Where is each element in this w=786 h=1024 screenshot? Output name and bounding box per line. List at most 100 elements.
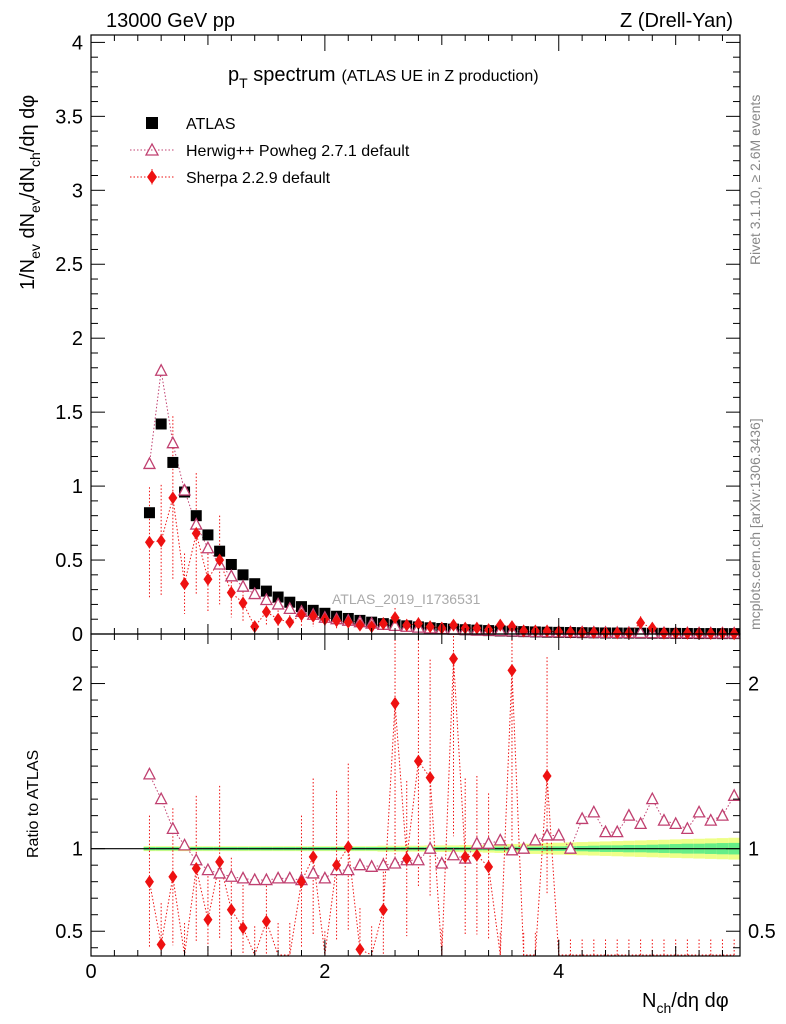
atlas-point	[202, 529, 214, 541]
legend-label-atlas: ATLAS	[186, 116, 236, 133]
sherpa-point	[191, 526, 201, 540]
herwig-point	[248, 586, 262, 600]
y-tick-label-main: 0.5	[55, 550, 83, 572]
sherpa-point	[203, 572, 213, 586]
legend: ATLAS Herwig++ Powheg 2.7.1 default Sher…	[130, 116, 410, 187]
herwig-ratio-point	[201, 862, 215, 876]
herwig-ratio-point	[236, 870, 250, 884]
sherpa-point	[215, 553, 225, 567]
sherpa-point	[285, 615, 295, 629]
herwig-ratio-point	[271, 870, 285, 884]
sherpa-ratio-point	[296, 875, 306, 889]
sherpa-point	[425, 620, 435, 634]
atlas-point	[167, 456, 179, 468]
atlas-point	[225, 558, 237, 570]
herwig-ratio-point	[213, 866, 227, 879]
sherpa-point	[144, 535, 154, 549]
herwig-ratio-point	[435, 856, 449, 869]
herwig-ratio-point	[224, 869, 238, 882]
sherpa-point	[308, 609, 318, 623]
herwig-ratio-point	[634, 816, 648, 830]
plot-title: pT spectrum (ATLAS UE in Z production)	[228, 64, 539, 91]
herwig-ratio-point	[365, 859, 379, 872]
sherpa-point	[472, 621, 482, 635]
legend-marker-herwig	[144, 142, 160, 156]
axis-ticks	[90, 35, 740, 956]
y-tick-label-ratio: 2	[72, 674, 83, 696]
sherpa-ratio-point	[168, 870, 178, 884]
y-tick-label-main: 0	[72, 624, 83, 646]
herwig-ratio-point	[341, 862, 355, 876]
herwig-ratio-point	[575, 811, 589, 825]
y-tick-label-main: 1.5	[55, 402, 83, 424]
y-tick-label-ratio-right: 1	[748, 839, 759, 861]
sherpa-ratio-point	[215, 855, 225, 869]
sherpa-ratio-point	[390, 696, 400, 710]
sherpa-ratio-point	[484, 860, 494, 874]
sherpa-point	[261, 605, 271, 619]
herwig-ratio-point	[259, 872, 273, 886]
herwig-ratio-point	[540, 828, 554, 841]
herwig-ratio-point	[353, 857, 367, 871]
herwig-point	[283, 601, 297, 615]
y-tick-label-main: 1	[72, 476, 83, 498]
sherpa-point	[495, 618, 505, 632]
y-tick-label-main: 4	[72, 32, 83, 54]
sherpa-point	[367, 620, 377, 634]
herwig-ratio-point	[470, 836, 484, 849]
herwig-ratio-point	[645, 791, 659, 805]
sherpa-point	[449, 618, 459, 632]
sherpa-ratio-point	[203, 913, 213, 927]
herwig-point	[142, 456, 157, 470]
herwig-point	[154, 363, 168, 376]
herwig-ratio-point	[680, 821, 694, 835]
sherpa-point	[378, 617, 388, 631]
sherpa-ratio-point	[308, 850, 318, 864]
sherpa-ratio-point	[144, 875, 154, 889]
herwig-point	[177, 483, 192, 496]
sherpa-point	[390, 611, 400, 625]
herwig-ratio-point	[166, 821, 180, 835]
sherpa-point	[589, 626, 599, 640]
herwig-ratio-point	[283, 870, 297, 884]
atlas-point	[214, 545, 226, 557]
sherpa-point	[156, 534, 166, 548]
herwig-ratio-point	[411, 852, 425, 866]
herwig-ratio-point	[563, 841, 578, 854]
sherpa-point	[226, 586, 236, 600]
sherpa-point	[402, 618, 412, 632]
sherpa-ratio-point	[355, 942, 365, 956]
sherpa-line	[149, 497, 735, 635]
sherpa-ratio-point	[460, 850, 470, 864]
atlas-point	[155, 418, 167, 430]
sherpa-point	[250, 620, 260, 634]
herwig-ratio-point	[505, 842, 519, 856]
legend-label-sherpa: Sherpa 2.2.9 default	[186, 170, 331, 187]
herwig-ratio-point	[388, 856, 402, 869]
data-markers	[142, 363, 741, 956]
sherpa-point	[296, 608, 306, 622]
herwig-point	[271, 597, 285, 610]
herwig-ratio-point	[306, 866, 320, 879]
atlas-point	[190, 510, 202, 522]
herwig-point	[634, 625, 648, 639]
sherpa-ratio-point	[378, 903, 388, 917]
atlas-point	[249, 578, 261, 590]
sherpa-point	[636, 616, 646, 630]
mcplots-info: mcplots.cern.ch [arXiv:1306.3436]	[747, 418, 763, 630]
sherpa-point	[355, 618, 365, 632]
herwig-point	[224, 568, 238, 582]
herwig-ratio-point	[692, 804, 706, 818]
sherpa-point	[168, 491, 178, 505]
herwig-ratio-point	[657, 813, 671, 826]
herwig-ratio-point	[177, 837, 192, 851]
ratio-panel-frame	[90, 633, 741, 957]
sherpa-point	[332, 614, 342, 628]
sherpa-ratio-point	[238, 921, 248, 935]
sherpa-ratio-point	[472, 848, 482, 862]
herwig-ratio-point	[482, 836, 496, 849]
herwig-ratio-point	[154, 791, 168, 805]
sherpa-point	[612, 626, 622, 640]
tick-labels: 00.511.522.533.540.5 0.51 12 20 2 4	[55, 32, 776, 983]
